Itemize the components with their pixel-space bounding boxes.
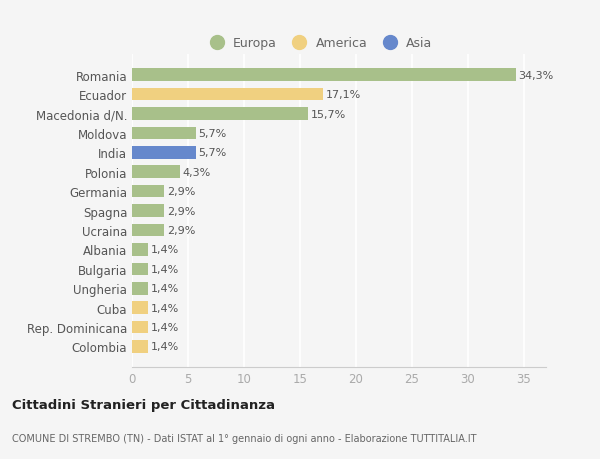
Text: Cittadini Stranieri per Cittadinanza: Cittadini Stranieri per Cittadinanza — [12, 398, 275, 412]
Bar — [132, 341, 148, 353]
Text: 2,9%: 2,9% — [167, 206, 196, 216]
Text: 2,9%: 2,9% — [167, 225, 196, 235]
Text: 5,7%: 5,7% — [199, 129, 227, 139]
Text: 15,7%: 15,7% — [310, 109, 346, 119]
Text: 1,4%: 1,4% — [151, 264, 179, 274]
Text: 1,4%: 1,4% — [151, 342, 179, 352]
Text: 17,1%: 17,1% — [326, 90, 361, 100]
Legend: Europa, America, Asia: Europa, America, Asia — [200, 33, 436, 54]
Text: 1,4%: 1,4% — [151, 284, 179, 294]
Text: 5,7%: 5,7% — [199, 148, 227, 158]
Text: 1,4%: 1,4% — [151, 322, 179, 332]
Bar — [132, 69, 516, 82]
Bar — [132, 147, 196, 159]
Bar — [132, 224, 164, 237]
Bar — [132, 302, 148, 314]
Bar — [132, 89, 323, 101]
Bar — [132, 244, 148, 256]
Bar — [132, 282, 148, 295]
Bar — [132, 263, 148, 275]
Text: 4,3%: 4,3% — [183, 168, 211, 177]
Bar — [132, 166, 180, 179]
Text: 1,4%: 1,4% — [151, 245, 179, 255]
Text: COMUNE DI STREMBO (TN) - Dati ISTAT al 1° gennaio di ogni anno - Elaborazione TU: COMUNE DI STREMBO (TN) - Dati ISTAT al 1… — [12, 433, 476, 442]
Text: 1,4%: 1,4% — [151, 303, 179, 313]
Bar — [132, 321, 148, 334]
Bar — [132, 127, 196, 140]
Text: 2,9%: 2,9% — [167, 187, 196, 197]
Bar — [132, 205, 164, 218]
Bar — [132, 185, 164, 198]
Text: 34,3%: 34,3% — [518, 71, 554, 80]
Bar — [132, 108, 308, 121]
